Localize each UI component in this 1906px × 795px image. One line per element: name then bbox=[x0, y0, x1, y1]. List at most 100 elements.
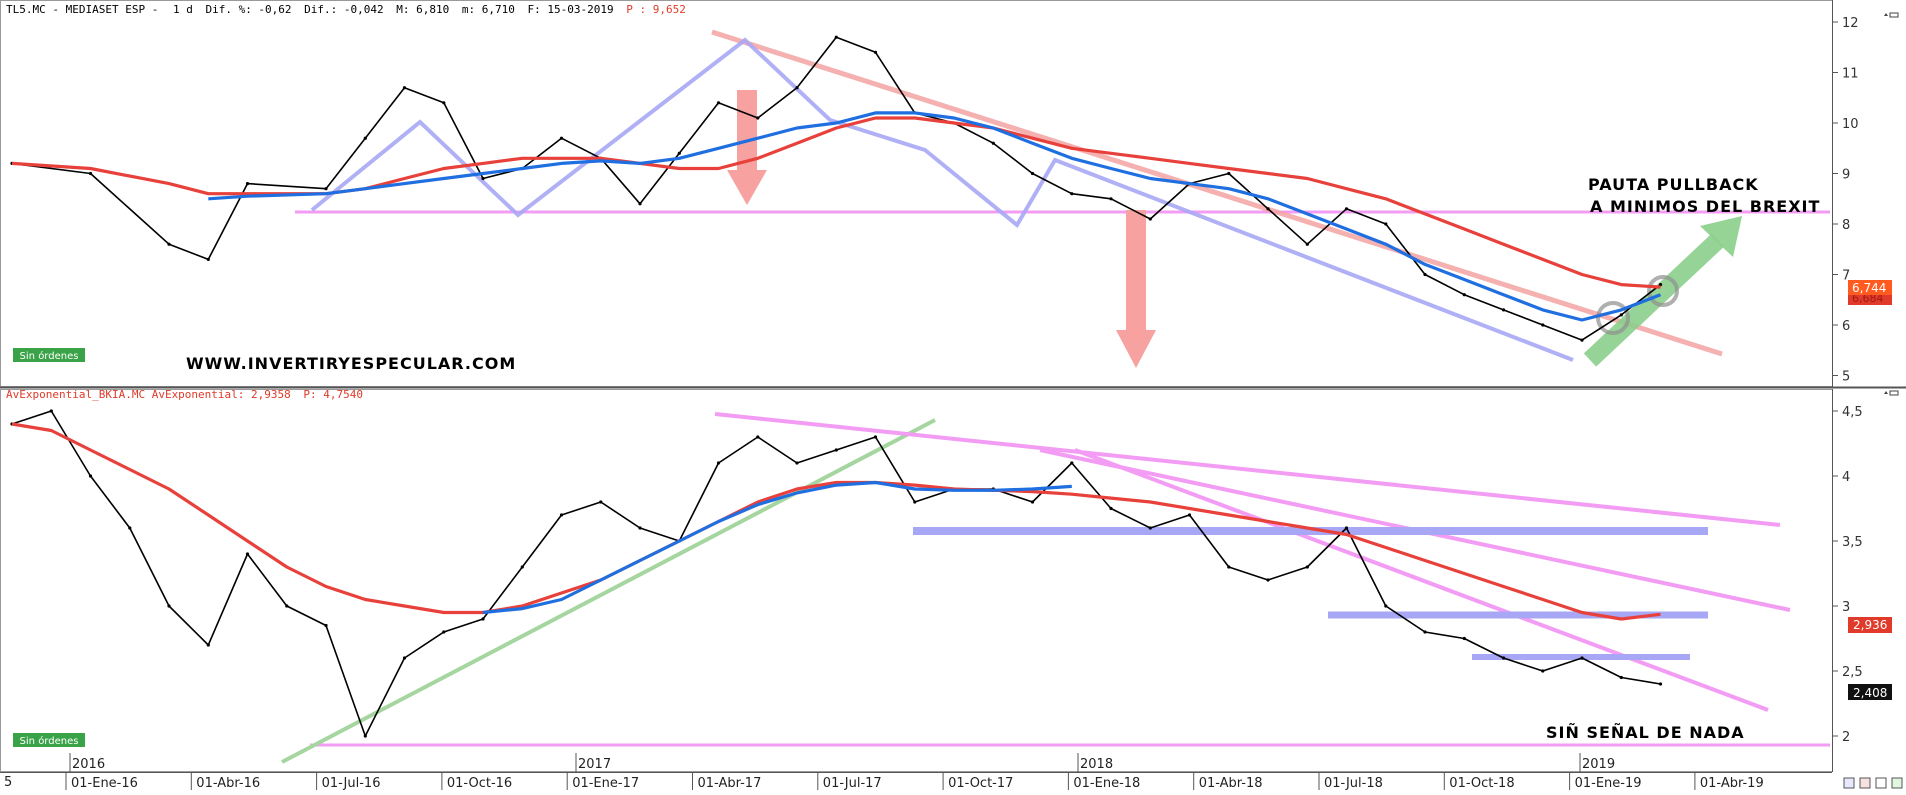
top-price-point bbox=[559, 136, 564, 140]
top-price-point bbox=[756, 116, 760, 120]
x-date-label: 01-Ene-17 bbox=[572, 776, 639, 791]
top-ema-fast-line bbox=[208, 111, 1662, 322]
bottom-price-point bbox=[1187, 513, 1192, 517]
bottom-ema-slow-line bbox=[11, 422, 1661, 621]
top-price-point bbox=[1148, 217, 1152, 221]
toolbar-icons[interactable] bbox=[1843, 777, 1903, 789]
toolbar-icon-1 bbox=[1843, 777, 1855, 789]
top-price-point bbox=[1580, 338, 1584, 342]
bottom-price-point bbox=[88, 474, 93, 478]
drop-arrow-2 bbox=[1116, 210, 1156, 368]
top-price-point bbox=[402, 86, 407, 90]
svg-text:Sin órdenes: Sin órdenes bbox=[20, 350, 79, 362]
top-y-tick-label: 9 bbox=[1842, 168, 1850, 183]
top-price-point bbox=[1030, 171, 1035, 176]
x-date-label: 01-Oct-16 bbox=[447, 776, 512, 791]
bottom-price-point bbox=[1658, 682, 1663, 686]
bottom-price-point bbox=[324, 623, 328, 628]
top-y-axis[interactable]: 12 11 10 9 8 7 6 5 bbox=[1832, 0, 1859, 387]
toolbar-icon-4 bbox=[1891, 777, 1903, 789]
x-date-label: 01-Jul-16 bbox=[322, 776, 381, 791]
bottom-panel-drawings bbox=[281, 412, 1830, 764]
watermark-text: WWW.INVERTIRYESPECULAR.COM bbox=[186, 354, 516, 373]
top-header: TL5.MC - MEDIASET ESP - 1 d Dif. %: -0,6… bbox=[6, 3, 686, 16]
note-line-1: PAUTA PULLBACK bbox=[1588, 175, 1759, 194]
svg-text:6,744: 6,744 bbox=[1852, 281, 1886, 295]
long-term-resistance-line[interactable] bbox=[711, 29, 1723, 357]
bottom-price-badge: 2,408 bbox=[1848, 684, 1892, 700]
bottom-y-tick-label: 3,5 bbox=[1842, 535, 1863, 550]
top-y-tick-label: 8 bbox=[1842, 218, 1850, 233]
bottom-y-axis[interactable]: 4,5 4 3,5 3 2,5 2 bbox=[1832, 389, 1863, 772]
bottom-price-point bbox=[756, 435, 760, 439]
bottom-price-point bbox=[402, 656, 407, 660]
svg-text:2,936: 2,936 bbox=[1853, 618, 1887, 632]
bottom-price-point bbox=[1462, 636, 1466, 641]
resistance-line-3[interactable] bbox=[1074, 448, 1769, 712]
bottom-orders-tag[interactable]: Sin órdenes bbox=[13, 733, 85, 747]
top-price-point bbox=[363, 136, 367, 140]
top-price-point bbox=[677, 151, 681, 155]
top-ema-slow-line bbox=[11, 116, 1661, 289]
top-panel-drawings bbox=[295, 29, 1830, 368]
top-price-point bbox=[206, 257, 210, 261]
bottom-price-point bbox=[1619, 675, 1623, 680]
top-price-point bbox=[1423, 272, 1427, 277]
x-date-label: 01-Jul-18 bbox=[1324, 776, 1383, 791]
toolbar-icon-3 bbox=[1875, 777, 1887, 789]
bottom-price-point bbox=[1580, 656, 1584, 660]
bottom-price-point bbox=[1423, 630, 1427, 634]
svg-text:2,408: 2,408 bbox=[1853, 686, 1887, 700]
bottom-price-point bbox=[834, 448, 838, 452]
top-price-point bbox=[873, 50, 878, 54]
bottom-price-point bbox=[1541, 669, 1545, 673]
top-price-point bbox=[481, 176, 485, 181]
toolbar-icon-2 bbox=[1859, 777, 1871, 789]
top-orders-tag[interactable]: Sin órdenes bbox=[13, 348, 85, 362]
x-date-label: 01-Jul-17 bbox=[823, 776, 882, 791]
bottom-price-point bbox=[1227, 565, 1231, 569]
top-price-badge: 6,684 6,744 bbox=[1848, 280, 1892, 305]
bottom-ema-fast-line bbox=[482, 480, 1072, 615]
top-price-point bbox=[638, 202, 642, 206]
bottom-price-point bbox=[1344, 526, 1349, 530]
bottom-price-point bbox=[873, 435, 878, 439]
top-price-point bbox=[1266, 207, 1270, 211]
bottom-ema-badge: 2,936 bbox=[1848, 617, 1892, 633]
top-price-point bbox=[834, 35, 838, 39]
top-price-line bbox=[11, 36, 1661, 341]
svg-text:6,684: 6,684 bbox=[1852, 292, 1884, 305]
bottom-y-tick-label: 2,5 bbox=[1842, 665, 1863, 680]
resistance-line-1[interactable] bbox=[714, 412, 1781, 527]
uptrend-line[interactable] bbox=[281, 418, 936, 764]
bottom-price-point bbox=[1305, 565, 1309, 569]
x-axis[interactable]: 5 2016 2017 2018 2019 01-Ene-16 01-Abr-16 01-Ju… bbox=[4, 753, 1764, 791]
bottom-price-point bbox=[1148, 526, 1152, 530]
top-y-tick-label: 6 bbox=[1842, 319, 1850, 334]
top-price-point bbox=[1227, 171, 1231, 176]
top-price-point bbox=[442, 101, 446, 105]
top-price-point bbox=[1305, 242, 1309, 246]
bottom-price-point bbox=[442, 630, 446, 634]
top-series-group bbox=[10, 35, 1663, 342]
x-date-label: 01-Abr-18 bbox=[1199, 776, 1263, 791]
top-price-point bbox=[795, 86, 799, 90]
bottom-price-point bbox=[520, 565, 524, 569]
svg-text:Sin órdenes: Sin órdenes bbox=[20, 735, 79, 747]
bottom-price-point bbox=[285, 604, 289, 608]
top-y-tick-label: 12 bbox=[1842, 16, 1859, 31]
bottom-y-tick-label: 3 bbox=[1842, 600, 1850, 615]
top-price-point bbox=[1658, 283, 1663, 287]
x-year-label: 2017 bbox=[578, 757, 611, 772]
drop-arrow-1 bbox=[727, 90, 767, 205]
top-y-tick-label: 7 bbox=[1842, 269, 1850, 284]
top-price-point bbox=[1501, 308, 1506, 312]
x-date-label: 01-Abr-16 bbox=[196, 776, 260, 791]
bottom-price-point bbox=[913, 500, 917, 504]
bottom-price-point bbox=[49, 409, 53, 413]
top-y-tick-label: 11 bbox=[1842, 67, 1859, 82]
wave-zigzag-line[interactable] bbox=[310, 37, 1574, 362]
top-axis-scroll-arrows[interactable] bbox=[1884, 12, 1899, 396]
top-price-point bbox=[991, 141, 995, 145]
